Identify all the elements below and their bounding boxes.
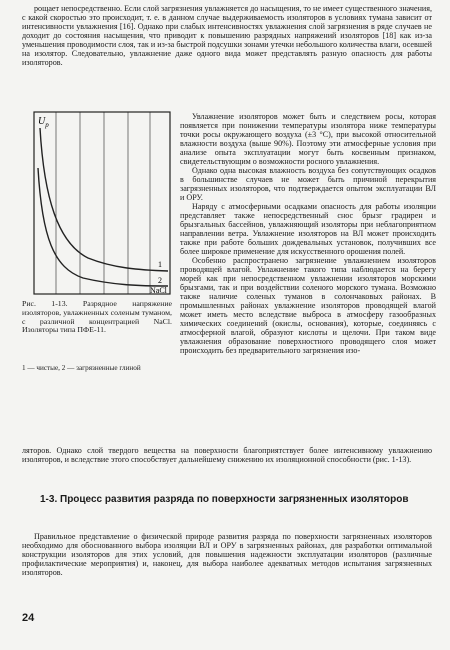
paragraph: Наряду с атмосферными осадками опасность… xyxy=(180,202,436,256)
paragraph: Увлажнение изоляторов может быть и следс… xyxy=(180,112,436,166)
paragraph: Особенно распространено загрязнение увла… xyxy=(180,256,436,355)
paragraph: рощает непосредственно. Если слой загряз… xyxy=(22,4,432,67)
figure: Uр 1 2 NaCl xyxy=(33,111,171,295)
y-label: Uр xyxy=(38,116,49,129)
paragraph: ляторов. Однако слой твердого вещества н… xyxy=(22,446,432,464)
curve-label: 2 xyxy=(158,276,162,285)
paragraph: Однако одна высокая влажность воздуха бе… xyxy=(180,166,436,202)
section-heading: 1-3. Процесс развития разряда по поверхн… xyxy=(40,494,409,505)
x-label: NaCl xyxy=(150,286,168,295)
curve-label: 1 xyxy=(158,260,162,269)
page-number: 24 xyxy=(22,612,35,624)
figure-caption: Рис. 1-13. Разрядное напряжение изолятор… xyxy=(22,299,172,335)
column: Увлажнение изоляторов может быть и следс… xyxy=(180,112,436,444)
paragraph: Правильное представление о физической пр… xyxy=(22,532,432,577)
figure-legend: 1 — чистые, 2 — загрязненные глиной xyxy=(22,364,141,372)
figure-grid xyxy=(33,111,171,295)
